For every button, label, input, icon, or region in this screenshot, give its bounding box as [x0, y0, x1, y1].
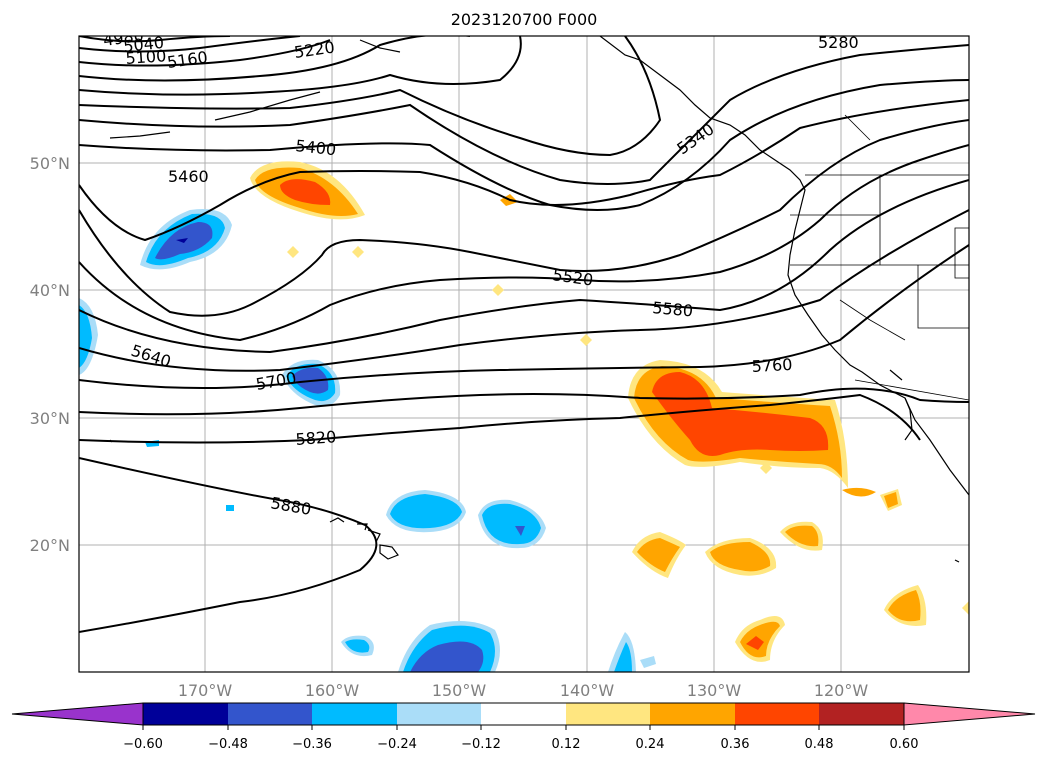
- contour-label: 5100: [125, 46, 167, 68]
- borders: [790, 114, 969, 401]
- coastlines: [109, 36, 969, 563]
- lon-label: 120°W: [814, 681, 869, 700]
- colorbar-segment: [312, 703, 397, 725]
- map-title: 2023120700 F000: [451, 10, 598, 29]
- colorbar-segment: [228, 703, 312, 725]
- contour-label: 5280: [818, 33, 859, 52]
- contour-label: 5580: [652, 298, 694, 320]
- contour-label: 5460: [168, 167, 209, 186]
- colorbar-ticks: [142, 725, 905, 730]
- colorbar-tick-label: 0.48: [805, 737, 834, 752]
- gridlines: [79, 36, 969, 672]
- contour-label: 5400: [295, 136, 337, 159]
- colorbar-segment: [735, 703, 819, 725]
- lat-label: 30°N: [30, 409, 70, 428]
- latitude-labels: 50°N 40°N 30°N 20°N: [30, 154, 70, 555]
- map-frame: [78, 35, 970, 673]
- colorbar-segment: [819, 703, 904, 725]
- lon-label: 140°W: [560, 681, 615, 700]
- map-background: [79, 36, 969, 672]
- colorbar-extend-high: [903, 702, 1036, 726]
- lat-label: 40°N: [30, 281, 70, 300]
- lon-label: 160°W: [305, 681, 360, 700]
- negative-anomaly-fills: [79, 209, 656, 672]
- lat-label: 20°N: [30, 536, 70, 555]
- height-contours: [79, 36, 969, 633]
- colorbar-segment: [650, 703, 735, 725]
- lon-label: 170°W: [178, 681, 233, 700]
- colorbar-tick-label: −0.36: [292, 737, 332, 752]
- lon-label: 150°W: [432, 681, 487, 700]
- lon-label: 130°W: [687, 681, 742, 700]
- colorbar-tick-label: 0.12: [552, 737, 581, 752]
- contour-label: 5820: [295, 427, 337, 449]
- colorbar-segment: [566, 703, 650, 725]
- colorbar-tick-label: −0.24: [377, 737, 417, 752]
- colorbar-tick-label: 0.24: [636, 737, 665, 752]
- positive-anomaly-fills: [250, 161, 969, 662]
- colorbar-tick-label: −0.60: [123, 737, 163, 752]
- colorbar-tick-label: 0.60: [890, 737, 919, 752]
- colorbar-tick-label: −0.48: [208, 737, 248, 752]
- contour-label: 5760: [751, 355, 793, 376]
- colorbar-extend-low: [11, 702, 144, 726]
- colorbar: −0.60 −0.48 −0.36 −0.24 −0.12 0.12 0.24 …: [11, 702, 1036, 752]
- colorbar-outline: [142, 702, 905, 726]
- colorbar-tick-label: 0.36: [721, 737, 750, 752]
- colorbar-segment: [397, 703, 481, 725]
- contour-label: 5040: [122, 33, 164, 56]
- colorbar-tick-label: −0.12: [461, 737, 501, 752]
- lat-label: 50°N: [30, 154, 70, 173]
- map-content: 4980 5040 5100 5160 5220 5280 5340 5400 …: [79, 33, 969, 672]
- colorbar-segment: [143, 703, 228, 725]
- longitude-labels: 170°W 160°W 150°W 140°W 130°W 120°W: [178, 681, 869, 700]
- colorbar-segment: [481, 703, 566, 725]
